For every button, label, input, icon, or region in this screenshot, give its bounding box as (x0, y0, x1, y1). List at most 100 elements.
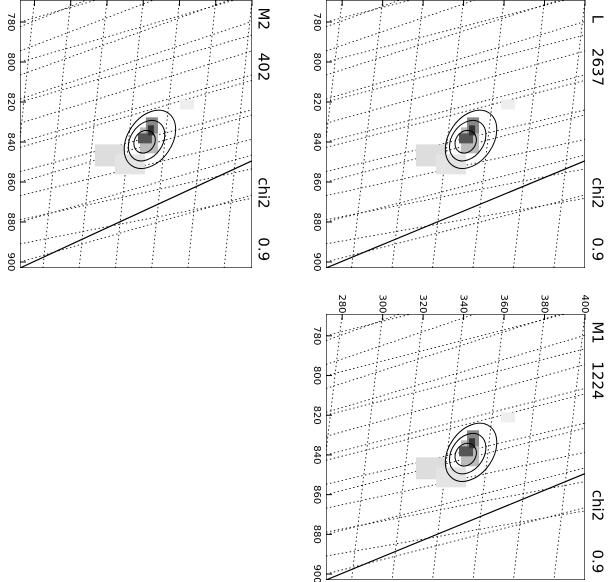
contour (444, 109, 498, 169)
grid-line (326, 388, 585, 456)
grid-line (391, 314, 424, 580)
projection-line (326, 334, 585, 413)
panel-stat-value: 0.9 (255, 237, 273, 261)
x-tick-label: 880 (5, 212, 16, 231)
x-tick-label: 800 (5, 52, 16, 71)
x-tick-label: 900 (311, 564, 322, 582)
horizon (20, 160, 252, 268)
projection-line (326, 364, 585, 437)
projection-line (326, 0, 562, 76)
image-pixel (459, 133, 474, 144)
grid-line (326, 314, 413, 337)
panel-stat-label: chi2 (589, 177, 607, 208)
contour (444, 422, 498, 482)
contour (448, 119, 487, 162)
x-tick-label: 780 (5, 12, 16, 31)
projection-line (326, 314, 562, 389)
contour (133, 129, 156, 154)
grid-line (78, 0, 108, 268)
grid-line (351, 314, 384, 580)
contour (454, 129, 477, 154)
grid-line (326, 348, 585, 416)
grid-line (553, 314, 585, 580)
contour (448, 432, 487, 475)
grid-line (42, 0, 72, 268)
grid-line (432, 0, 464, 268)
panel-stat-label: chi2 (255, 177, 273, 208)
projection-line (20, 109, 252, 172)
grid-line (223, 0, 252, 268)
grid-line (513, 314, 545, 580)
grid-line (151, 0, 180, 268)
grid-line (326, 507, 585, 575)
panel-stat-value: 0.9 (589, 549, 607, 573)
grid-line (432, 314, 464, 580)
projection-line (20, 80, 252, 148)
x-tick-label: 900 (311, 252, 322, 271)
projection-line (326, 0, 402, 28)
projection-line (326, 510, 585, 557)
grid-line (326, 34, 585, 103)
grid-line (326, 467, 585, 535)
image-pixel (147, 125, 154, 136)
projection-line (326, 50, 585, 124)
grid-line (472, 0, 505, 268)
image-pixel (179, 99, 194, 110)
image-pixel (459, 446, 474, 457)
panel-stat-value: 0.9 (589, 237, 607, 261)
grid-line (20, 74, 252, 143)
y-tick-label: 320 (417, 294, 428, 313)
projection-line (326, 0, 477, 52)
x-tick-label: 900 (5, 252, 16, 271)
projection-line (20, 0, 155, 52)
grid-line (326, 0, 343, 144)
y-tick-label: 280 (336, 294, 347, 313)
y-tick-label: 340 (458, 294, 469, 313)
grid-line (351, 0, 384, 268)
panel-counts: 2637 (589, 48, 607, 86)
grid-line (326, 194, 585, 263)
grid-line (20, 0, 35, 144)
grid-line (326, 427, 585, 496)
x-tick-label: 820 (311, 406, 322, 425)
x-tick-label: 780 (311, 12, 322, 31)
grid-line (553, 0, 585, 268)
contour (454, 442, 477, 467)
x-tick-label: 880 (311, 525, 322, 544)
grid-line (326, 114, 585, 183)
x-tick-label: 860 (311, 172, 322, 191)
grid-line (115, 0, 144, 268)
x-tick-label: 840 (311, 445, 322, 464)
x-tick-label: 780 (311, 326, 322, 345)
panel-counts: 1224 (589, 361, 607, 399)
grid-line (326, 0, 413, 23)
horizon (326, 160, 585, 268)
panel-stat-label: chi2 (589, 490, 607, 521)
x-tick-label: 860 (5, 172, 16, 191)
x-tick-label: 840 (5, 132, 16, 151)
x-tick-label: 820 (311, 92, 322, 111)
panel (326, 0, 585, 268)
y-tick-label: 360 (498, 294, 509, 313)
projection-line (20, 21, 252, 100)
x-tick-label: 840 (311, 132, 322, 151)
projection-line (326, 197, 585, 245)
frame (326, 0, 585, 268)
panel-panel-label: M2 (255, 8, 273, 31)
projection-line (326, 393, 585, 461)
image-pixel (501, 412, 516, 423)
panel-counts: 402 (255, 53, 273, 82)
x-tick-label: 800 (311, 366, 322, 385)
grid-line (20, 0, 98, 23)
grid-line (20, 194, 252, 263)
grid-line (391, 0, 424, 268)
panel (20, 0, 252, 268)
image-pixel (137, 133, 152, 144)
projection-line (326, 80, 585, 148)
panel-panel-label: M1 (589, 321, 607, 344)
frame (326, 314, 585, 580)
grid-line (326, 0, 568, 63)
grid-line (20, 154, 252, 223)
grid-line (326, 154, 585, 223)
